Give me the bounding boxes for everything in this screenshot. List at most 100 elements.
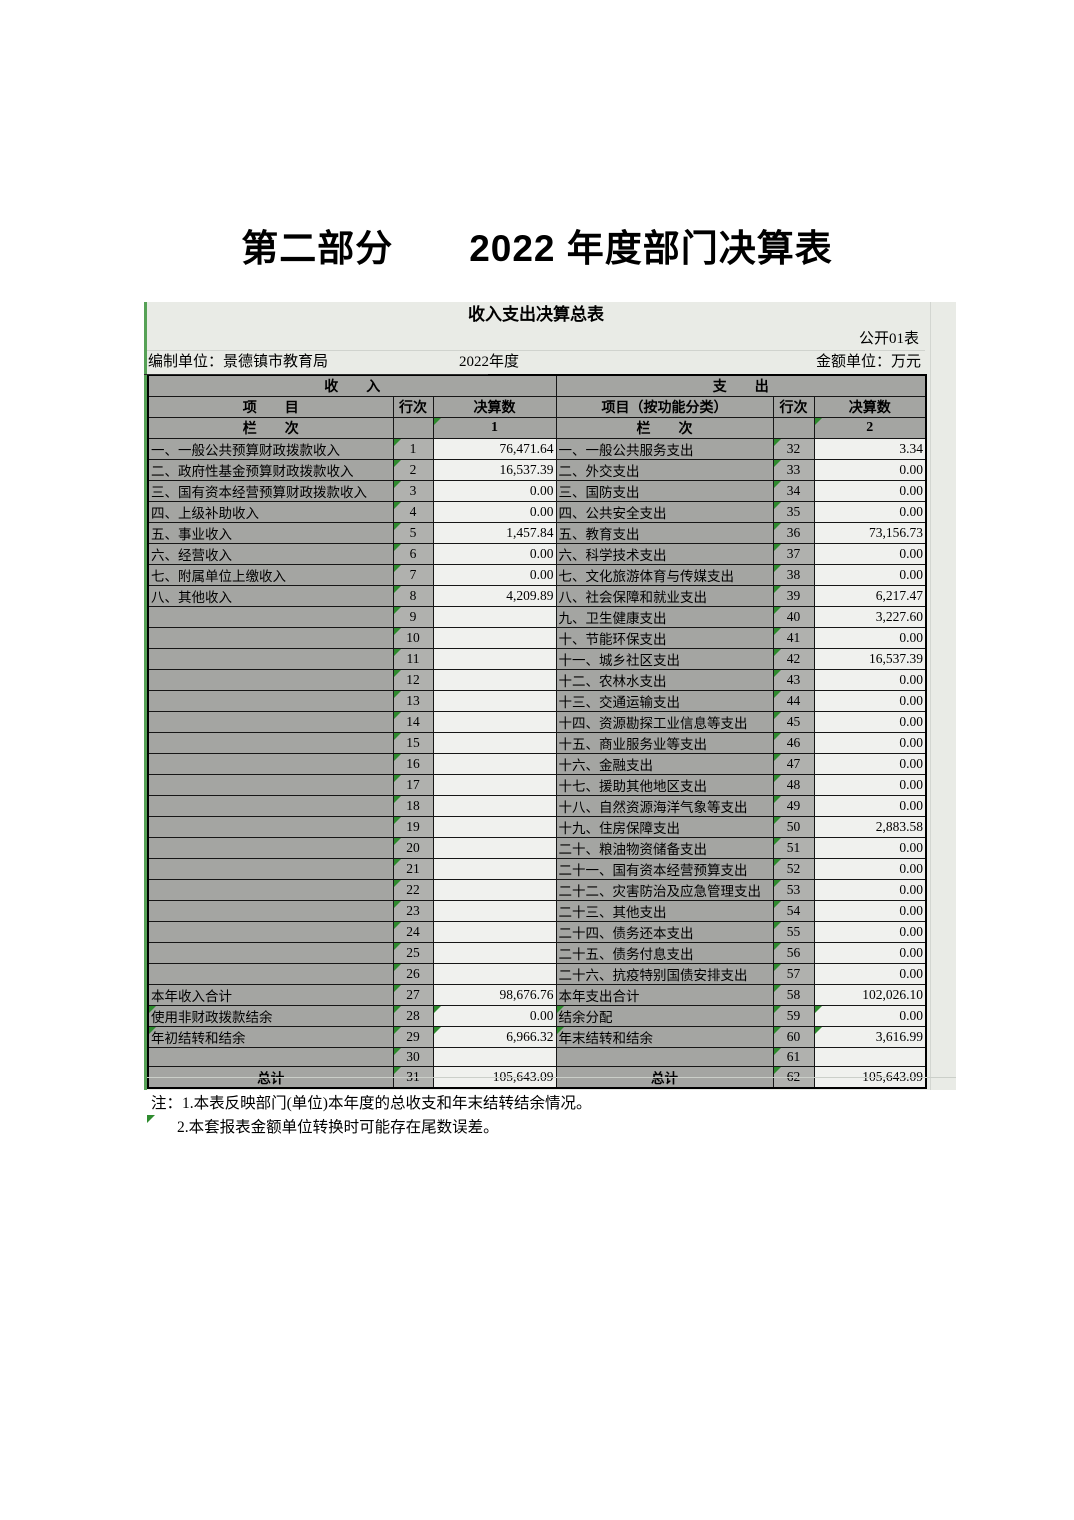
expense-rowno-cell: 46 — [772, 732, 815, 754]
table-row: 三、国有资本经营预算财政拨款收入 3 0.00 三、国防支出 34 0.00 — [147, 480, 927, 502]
income-value-cell — [432, 1046, 557, 1068]
income-item-cell: 年初结转和结余 — [147, 1026, 394, 1048]
expense-item-cell: 本年支出合计 — [555, 984, 774, 1006]
expense-item-cell: 十五、商业服务业等支出 — [555, 732, 774, 754]
expense-rowno-cell: 50 — [772, 816, 815, 838]
table-row: 23 二十三、其他支出 54 0.00 — [147, 900, 927, 922]
income-value-cell — [432, 627, 557, 649]
table-row: 21 二十一、国有资本经营预算支出 52 0.00 — [147, 858, 927, 880]
expense-section-header: 支 出 — [555, 374, 927, 397]
income-value-cell: 0.00 — [432, 564, 557, 586]
income-item-cell: 五、事业收入 — [147, 522, 394, 544]
income-rowno-cell: 8 — [392, 585, 434, 607]
expense-item-cell: 十三、交通运输支出 — [555, 690, 774, 712]
income-rowno-cell: 7 — [392, 564, 434, 586]
income-rowno-cell: 20 — [392, 837, 434, 859]
table-row: 10 十、节能环保支出 41 0.00 — [147, 627, 927, 649]
table-row: 12 十二、农林水支出 43 0.00 — [147, 669, 927, 691]
income-value-cell — [432, 921, 557, 943]
expense-value-cell: 0.00 — [813, 753, 927, 775]
income-rowno-header: 行次 — [392, 396, 434, 418]
meta-row: 编制单位：景德镇市教育局 2022年度 金额单位：万元 — [144, 351, 925, 375]
income-value-cell — [432, 963, 557, 985]
table-row: 11 十一、城乡社区支出 42 16,537.39 — [147, 648, 927, 670]
expense-lanci-blank — [772, 417, 815, 439]
budget-table: 收 入 支 出 项 目 行次 决算数 项目（按功能分类） 行次 决算数 栏 次 … — [147, 374, 927, 1090]
expense-col-index: 2 — [813, 417, 927, 439]
expense-lanci-header: 栏 次 — [555, 417, 774, 439]
expense-rowno-cell: 44 — [772, 690, 815, 712]
income-value-cell — [432, 711, 557, 733]
expense-rowno-cell: 41 — [772, 627, 815, 649]
expense-item-cell: 年末结转和结余 — [555, 1026, 774, 1048]
table-row: 本年收入合计 27 98,676.76 本年支出合计 58 102,026.10 — [147, 984, 927, 1006]
table-row: 二、政府性基金预算财政拨款收入 2 16,537.39 二、外交支出 33 0.00 — [147, 459, 927, 481]
expense-value-cell: 0.00 — [813, 837, 927, 859]
expense-item-cell: 八、社会保障和就业支出 — [555, 585, 774, 607]
expense-value-cell: 16,537.39 — [813, 648, 927, 670]
income-item-cell: 四、上级补助收入 — [147, 501, 394, 523]
expense-value-cell: 0.00 — [813, 627, 927, 649]
income-item-cell — [147, 900, 394, 922]
expense-value-cell: 0.00 — [813, 501, 927, 523]
income-value-cell — [432, 732, 557, 754]
expense-rowno-cell: 45 — [772, 711, 815, 733]
amount-unit: 金额单位：万元 — [815, 354, 921, 370]
expense-rowno-cell: 40 — [772, 606, 815, 628]
income-value-cell: 6,966.32 — [432, 1026, 557, 1048]
table-row: 七、附属单位上缴收入 7 0.00 七、文化旅游体育与传媒支出 38 0.00 — [147, 564, 927, 586]
expense-item-cell: 五、教育支出 — [555, 522, 774, 544]
expense-value-cell: 0.00 — [813, 963, 927, 985]
income-value-cell — [432, 858, 557, 880]
column-header-row: 项 目 行次 决算数 项目（按功能分类） 行次 决算数 — [147, 396, 927, 418]
income-value-cell — [432, 690, 557, 712]
income-rowno-cell: 11 — [392, 648, 434, 670]
expense-value-cell: 3.34 — [813, 438, 927, 460]
expense-item-cell: 二十三、其他支出 — [555, 900, 774, 922]
income-rowno-cell: 5 — [392, 522, 434, 544]
table-row: 30 61 — [147, 1046, 927, 1068]
income-rowno-cell: 10 — [392, 627, 434, 649]
spreadsheet-image: 收入支出决算总表 公开01表 编制单位：景德镇市教育局 2022年度 金额单位：… — [144, 302, 956, 1136]
table-row: 八、其他收入 8 4,209.89 八、社会保障和就业支出 39 6,217.47 — [147, 585, 927, 607]
expense-rowno-cell: 49 — [772, 795, 815, 817]
income-rowno-cell: 23 — [392, 900, 434, 922]
income-item-cell — [147, 753, 394, 775]
expense-rowno-cell: 60 — [772, 1026, 815, 1048]
income-value-cell: 76,471.64 — [432, 438, 557, 460]
income-value-cell — [432, 795, 557, 817]
table-row: 一、一般公共预算财政拨款收入 1 76,471.64 一、一般公共服务支出 32 3.34 — [147, 438, 927, 460]
expense-value-cell: 0.00 — [813, 858, 927, 880]
budget-table-head: 收 入 支 出 项 目 行次 决算数 项目（按功能分类） 行次 决算数 栏 次 … — [147, 374, 927, 439]
expense-value-cell: 0.00 — [813, 459, 927, 481]
table-row: 14 十四、资源勘探工业信息等支出 45 0.00 — [147, 711, 927, 733]
income-item-cell — [147, 627, 394, 649]
table-row: 13 十三、交通运输支出 44 0.00 — [147, 690, 927, 712]
expense-item-cell: 十、节能环保支出 — [555, 627, 774, 649]
expense-rowno-cell: 37 — [772, 543, 815, 565]
income-section-header: 收 入 — [147, 374, 557, 397]
income-item-cell — [147, 1046, 394, 1068]
underline — [144, 374, 488, 375]
prepared-by: 编制单位：景德镇市教育局 — [148, 354, 329, 370]
expense-rowno-cell: 36 — [772, 522, 815, 544]
expense-amount-header: 决算数 — [813, 396, 927, 418]
income-rowno-cell: 18 — [392, 795, 434, 817]
expense-value-cell: 0.00 — [813, 921, 927, 943]
income-rowno-cell: 2 — [392, 459, 434, 481]
table-row: 24 二十四、债务还本支出 55 0.00 — [147, 921, 927, 943]
income-value-cell: 0.00 — [432, 480, 557, 502]
income-value-cell — [432, 669, 557, 691]
income-item-cell: 七、附属单位上缴收入 — [147, 564, 394, 586]
income-value-cell — [432, 942, 557, 964]
expense-item-cell: 十八、自然资源海洋气象等支出 — [555, 795, 774, 817]
expense-item-cell: 一、一般公共服务支出 — [555, 438, 774, 460]
table-row: 四、上级补助收入 4 0.00 四、公共安全支出 35 0.00 — [147, 501, 927, 523]
income-rowno-cell: 12 — [392, 669, 434, 691]
income-item-cell — [147, 606, 394, 628]
fiscal-period: 2022年度 — [459, 354, 520, 370]
expense-rowno-cell: 35 — [772, 501, 815, 523]
income-item-cell: 八、其他收入 — [147, 585, 394, 607]
expense-value-cell: 3,616.99 — [813, 1026, 927, 1048]
table-row: 六、经营收入 6 0.00 六、科学技术支出 37 0.00 — [147, 543, 927, 565]
